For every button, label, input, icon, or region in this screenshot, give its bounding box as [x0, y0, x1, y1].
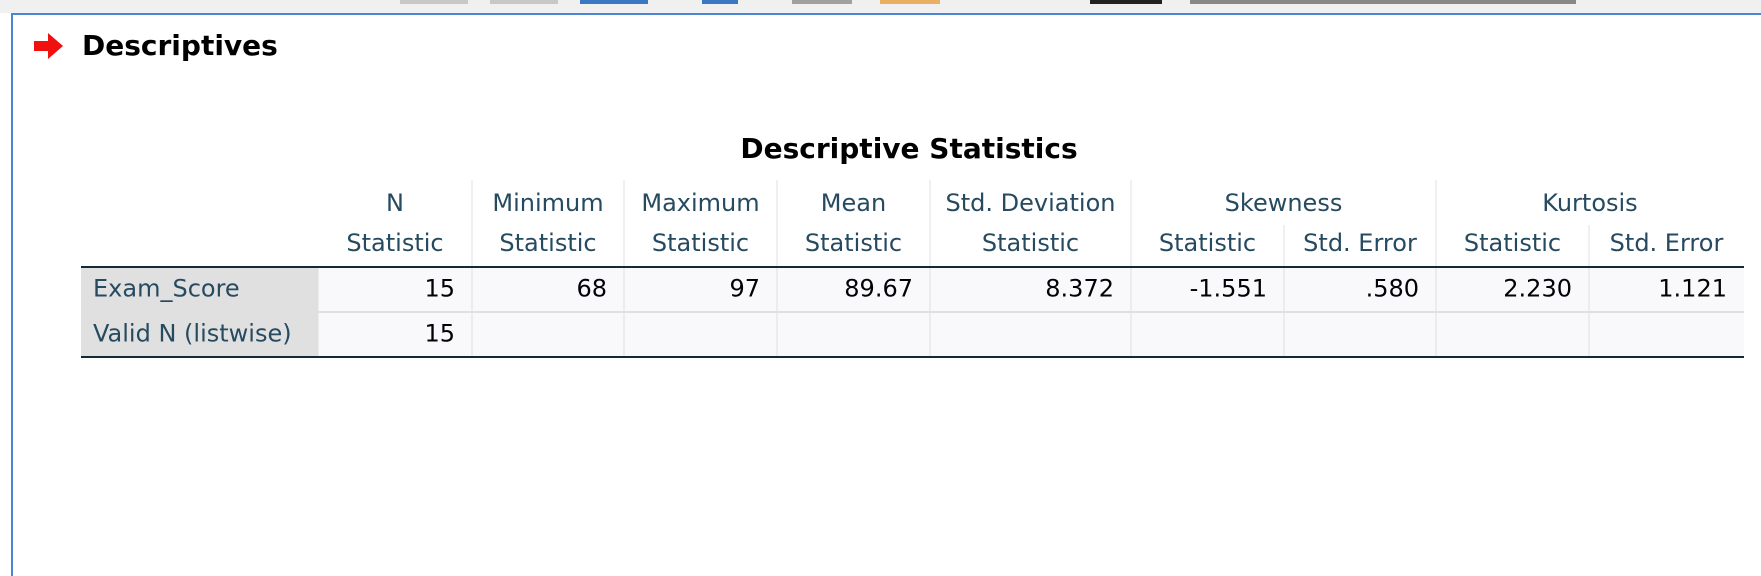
column-subheader: Std. Error [1303, 229, 1417, 257]
toolbar-icon [792, 0, 852, 4]
heading-arrow [34, 33, 63, 59]
column-subheader: Std. Error [1610, 229, 1724, 257]
row-label-bg [81, 267, 318, 312]
column-subheader: Statistic [1464, 229, 1561, 257]
toolbar-icon [400, 0, 468, 4]
toolbar-icon [880, 0, 940, 4]
column-subheader: Statistic [805, 229, 902, 257]
column-subheader: Statistic [1159, 229, 1256, 257]
cell: 89.67 [844, 275, 913, 303]
column-header: Maximum [641, 189, 759, 217]
cell: 1.121 [1658, 275, 1727, 303]
column-subheader: Statistic [499, 229, 596, 257]
column-header: N [386, 189, 404, 217]
column-header: Kurtosis [1542, 189, 1637, 217]
column-header: Skewness [1225, 189, 1343, 217]
cell: 2.230 [1503, 275, 1572, 303]
cell: 8.372 [1045, 275, 1114, 303]
table: N Minimum Maximum Mean Std. Deviation Skewnes… [81, 180, 1744, 358]
toolbar-icon [1190, 0, 1576, 4]
row-label: Valid N (listwise) [93, 320, 292, 348]
column-header: Minimum [492, 189, 603, 217]
toolbar-icon [702, 0, 738, 4]
cell: -1.551 [1190, 275, 1267, 303]
row-label: Exam_Score [93, 275, 240, 303]
cell: 97 [729, 275, 760, 303]
row-data-bg [318, 312, 1744, 357]
table-title: Descriptive Statistics [740, 132, 1077, 165]
cell: 15 [424, 320, 455, 348]
cell: 68 [576, 275, 607, 303]
column-subheader: Statistic [346, 229, 443, 257]
column-header: Std. Deviation [946, 189, 1116, 217]
heading: Descriptives [82, 29, 278, 62]
row-label-bg [81, 312, 318, 357]
column-subheader: Statistic [652, 229, 749, 257]
cell: .580 [1366, 275, 1419, 303]
column-subheader: Statistic [982, 229, 1079, 257]
toolbar-icon [490, 0, 558, 4]
toolbar-icon [1090, 0, 1162, 4]
cell: 15 [424, 275, 455, 303]
column-header: Mean [821, 189, 886, 217]
row-data-bg [318, 267, 1744, 312]
toolbar-icon [580, 0, 648, 4]
